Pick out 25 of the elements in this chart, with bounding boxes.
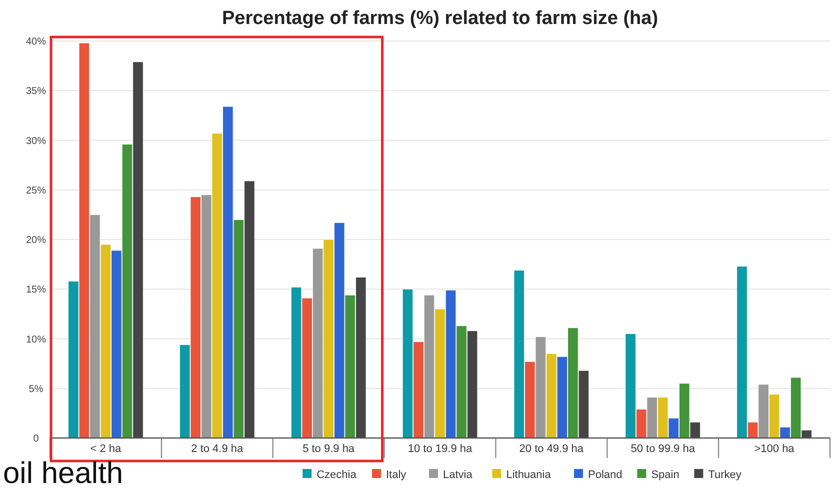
chart-title: Percentage of farms (%) related to farm size (ha) <box>222 8 658 29</box>
text: oil health <box>3 457 124 488</box>
y-tick-label: 30% <box>26 136 46 147</box>
x-tick-label: 20 to 49.9 ha <box>519 443 584 455</box>
y-tick-label: 40% <box>26 36 46 48</box>
x-tick-label: 2 to 4.9 ha <box>191 443 244 455</box>
x-tick-label: >100 ha <box>754 443 796 455</box>
legend-label: Italy <box>386 469 407 481</box>
x-tick-label: 10 to 19.9 ha <box>408 443 473 455</box>
x-tick-label: < 2 ha <box>90 443 122 455</box>
y-tick-label: 25% <box>26 185 46 196</box>
legend-label: Czechia <box>316 469 358 481</box>
y-tick-label: 35% <box>26 86 46 98</box>
x-tick-label: 50 to 99.9 ha <box>630 443 696 455</box>
legend-label: Lithuania <box>506 469 552 481</box>
x-tick-label: 5 to 9.9 ha <box>302 443 356 455</box>
y-tick-label: 10% <box>26 334 46 346</box>
legend-label: Turkey <box>708 469 742 481</box>
legend-label: Poland <box>588 469 622 481</box>
y-tick-label: 20% <box>26 235 46 246</box>
legend-label: Spain <box>651 469 680 481</box>
y-tick-label: 0 <box>33 434 40 444</box>
legend-label: Latvia <box>443 469 474 481</box>
y-tick-label: 5% <box>28 384 44 395</box>
y-tick-label: 15% <box>26 284 46 296</box>
